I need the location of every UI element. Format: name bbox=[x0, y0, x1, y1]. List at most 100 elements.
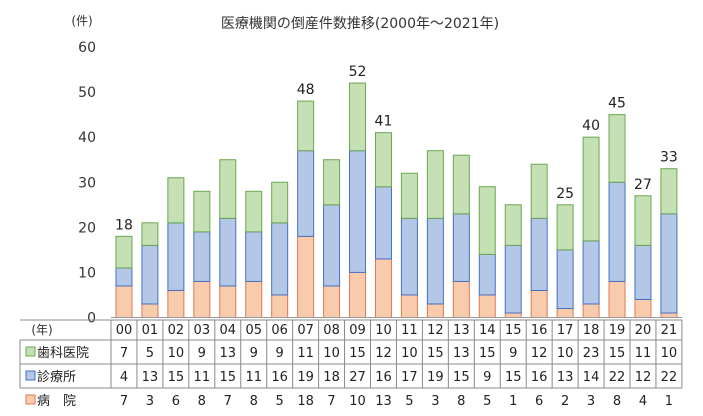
bar-segment bbox=[193, 231, 211, 282]
data-table: 00 01 02 03 04 05 06 07 08 09 10 11 12 13 14 15 16 17 18 19… bbox=[19, 319, 683, 409]
x-tick-label: 13 bbox=[453, 323, 470, 338]
bar-segment bbox=[660, 168, 678, 215]
table-cell: 11 bbox=[245, 370, 262, 385]
table-cell: 16 bbox=[271, 370, 288, 385]
bar-segment bbox=[323, 204, 341, 287]
x-tick-label: 12 bbox=[427, 323, 444, 338]
bar-segment bbox=[426, 217, 444, 305]
bar-segment bbox=[582, 240, 600, 305]
x-tick-label: 11 bbox=[401, 323, 418, 338]
bar-segment bbox=[452, 213, 470, 282]
table-cell: 9 bbox=[250, 346, 258, 361]
table-cell: 6 bbox=[172, 394, 180, 409]
table-cell: 10 bbox=[168, 346, 185, 361]
table-cell: 18 bbox=[297, 394, 314, 409]
table-cell: 13 bbox=[557, 370, 574, 385]
table-cell: 13 bbox=[453, 346, 470, 361]
table-cell: 15 bbox=[349, 346, 366, 361]
bar-segment bbox=[141, 303, 159, 319]
total-label: 40 bbox=[582, 118, 600, 134]
table-cell: 13 bbox=[375, 394, 392, 409]
bar-segment bbox=[323, 285, 341, 319]
x-tick-label: 17 bbox=[557, 323, 574, 338]
table-cell: 5 bbox=[146, 346, 154, 361]
table-cell: 11 bbox=[194, 370, 211, 385]
table-cell: 12 bbox=[375, 346, 392, 361]
table-cell: 3 bbox=[146, 394, 154, 409]
table-cell: 10 bbox=[349, 394, 366, 409]
bar-segment bbox=[271, 294, 289, 319]
bar-segment bbox=[219, 217, 237, 287]
y-tick-label: 60 bbox=[78, 40, 96, 56]
x-tick-label: 21 bbox=[661, 323, 678, 338]
bar-segment bbox=[219, 285, 237, 319]
bar-segment bbox=[297, 235, 315, 319]
bar-segment bbox=[115, 235, 133, 269]
bar-segment bbox=[167, 177, 185, 224]
bar-segment bbox=[271, 181, 289, 224]
bar-segment bbox=[660, 213, 678, 314]
bar-segment bbox=[530, 217, 548, 291]
x-tick-label: 06 bbox=[271, 323, 288, 338]
bar-segment bbox=[141, 244, 159, 305]
table-cell: 11 bbox=[635, 346, 652, 361]
bar-segment bbox=[245, 280, 263, 318]
y-tick-label: 20 bbox=[78, 220, 96, 236]
x-tick-label: 08 bbox=[323, 323, 340, 338]
bar-segment bbox=[452, 154, 470, 215]
total-label: 27 bbox=[634, 177, 652, 193]
x-tick-label: 15 bbox=[505, 323, 522, 338]
total-label: 25 bbox=[556, 186, 574, 202]
bar-segment bbox=[478, 294, 496, 319]
bar-segment bbox=[193, 280, 211, 318]
bar-segment bbox=[245, 190, 263, 233]
table-cell: 8 bbox=[198, 394, 206, 409]
bar-segment bbox=[556, 249, 574, 309]
legend-swatch bbox=[25, 346, 36, 357]
table-cell: 7 bbox=[224, 394, 232, 409]
y-tick-label: 50 bbox=[78, 85, 96, 101]
table-cell: 13 bbox=[220, 346, 237, 361]
x-tick-label: 04 bbox=[220, 323, 237, 338]
bar-segment bbox=[400, 217, 418, 296]
bar-segment bbox=[141, 222, 159, 246]
legend-label: 病 院 bbox=[37, 394, 76, 409]
bar-segment bbox=[219, 159, 237, 219]
table-cell: 19 bbox=[427, 370, 444, 385]
x-tick-label: 07 bbox=[297, 323, 314, 338]
table-cell: 5 bbox=[276, 394, 284, 409]
table-cell: 22 bbox=[661, 370, 678, 385]
bar-segment bbox=[530, 289, 548, 319]
table-cell: 5 bbox=[405, 394, 413, 409]
bar-segment bbox=[478, 186, 496, 255]
table-cell: 10 bbox=[401, 346, 418, 361]
bar-segment bbox=[608, 181, 626, 282]
bar-segment bbox=[245, 231, 263, 282]
total-label: 48 bbox=[297, 82, 315, 98]
bar-segment bbox=[297, 100, 315, 152]
table-cell: 18 bbox=[323, 370, 340, 385]
y-tick-label: 40 bbox=[78, 130, 96, 146]
table-cell: 16 bbox=[531, 370, 548, 385]
table-cell: 13 bbox=[142, 370, 159, 385]
bar-segment bbox=[530, 163, 548, 219]
bar-segment bbox=[608, 280, 626, 318]
total-label: 52 bbox=[349, 64, 367, 80]
table-cell: 8 bbox=[613, 394, 621, 409]
table-cell: 7 bbox=[327, 394, 335, 409]
table-cell: 7 bbox=[120, 394, 128, 409]
bar-segment bbox=[634, 244, 652, 300]
bar-segment bbox=[426, 303, 444, 319]
bar-segment bbox=[167, 222, 185, 291]
table-cell: 7 bbox=[120, 346, 128, 361]
table-cell: 14 bbox=[583, 370, 600, 385]
bar-segment bbox=[556, 307, 574, 319]
total-labels: 18 48 52 41 25 40 45 27 33 bbox=[115, 64, 678, 233]
table-cell: 2 bbox=[561, 394, 569, 409]
bar-segment bbox=[400, 172, 418, 219]
table-cell: 9 bbox=[509, 346, 517, 361]
bar-segment bbox=[323, 159, 341, 206]
x-tick-label: 20 bbox=[635, 323, 652, 338]
legend-swatch bbox=[25, 394, 36, 405]
total-label: 41 bbox=[375, 114, 393, 130]
